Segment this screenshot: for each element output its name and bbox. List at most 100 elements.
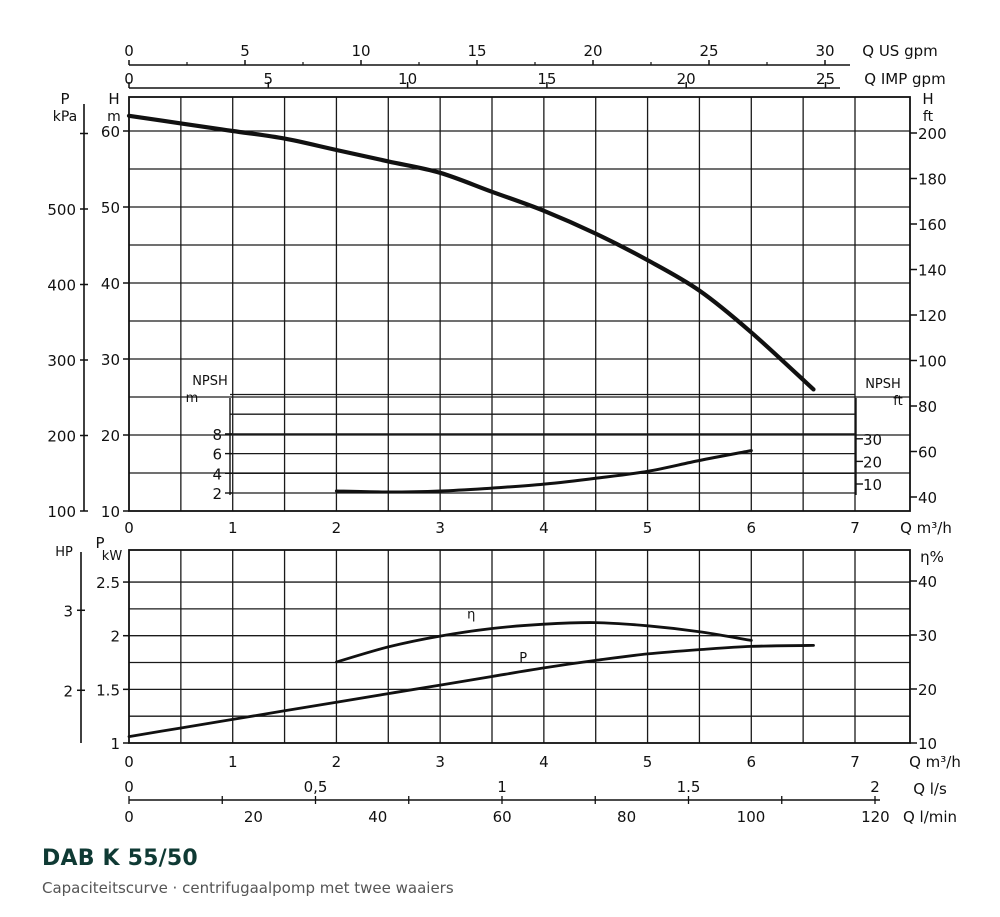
head-ft-axis-symbol: H (922, 90, 933, 108)
power-x-tick-label: 5 (643, 753, 653, 771)
hp-tick-label: 3 (63, 602, 73, 620)
chart-caption-title: DAB K 55/50 (42, 846, 198, 871)
eta-tick-label: 40 (918, 573, 937, 591)
ls-tick-label: 0,5 (304, 778, 328, 796)
power-x-tick-label: 7 (850, 753, 860, 771)
lmin-tick-label: 80 (617, 808, 636, 826)
imp-gpm-tick-label: 10 (398, 70, 417, 88)
imp-gpm-tick-label: 15 (537, 70, 556, 88)
lmin-axis-label: Q l/min (903, 808, 957, 826)
head-x-tick-label: 7 (850, 519, 860, 537)
kw-tick-label: 1 (110, 735, 120, 753)
head-ft-tick-label: 200 (918, 125, 947, 143)
kw-axis-unit: kW (102, 549, 123, 564)
power-x-tick-label: 1 (228, 753, 238, 771)
head-ft-tick-label: 120 (918, 307, 947, 325)
head-x-tick-label: 4 (539, 519, 549, 537)
npsh-curve (334, 449, 753, 494)
power-x-tick-label: 2 (332, 753, 342, 771)
head-m-tick-label: 60 (101, 123, 120, 141)
lmin-tick-label: 20 (244, 808, 263, 826)
hp-axis-label: HP (55, 545, 73, 560)
ls-tick-label: 1 (497, 778, 507, 796)
kw-tick-label: 1.5 (96, 681, 120, 699)
head-m-tick-label: 30 (101, 351, 120, 369)
kw-tick-label: 2.5 (96, 574, 120, 592)
ls-axis-label: Q l/s (913, 780, 947, 798)
npsh-ft-axis-symbol: NPSH (865, 377, 901, 392)
npsh-ft-tick-label: 30 (863, 431, 882, 449)
imp-gpm-axis-label: Q IMP gpm (864, 70, 945, 88)
lmin-tick-label: 60 (493, 808, 512, 826)
head-x-tick-label: 5 (643, 519, 653, 537)
imp-gpm-tick-label: 20 (677, 70, 696, 88)
power-x-tick-label: 6 (747, 753, 757, 771)
labels-layer: ηP (467, 607, 527, 666)
us-gpm-tick-label: 10 (351, 42, 370, 60)
head-panel-frame (128, 96, 911, 512)
us-gpm-tick-label: 30 (815, 42, 834, 60)
imp-gpm-tick-label: 25 (816, 70, 835, 88)
kpa-axis-unit: kPa (53, 109, 78, 125)
npsh-m-tick-label: 6 (212, 446, 222, 464)
head-m-tick-label: 50 (101, 199, 120, 217)
efficiency-curve (335, 621, 753, 664)
head-x-tick-label: 1 (228, 519, 238, 537)
us-gpm-tick-label: 15 (467, 42, 486, 60)
eta-tick-label: 20 (918, 681, 937, 699)
npsh-m-axis-symbol: NPSH (192, 374, 228, 389)
kpa-tick-label: 100 (47, 503, 76, 521)
lmin-tick-label: 120 (861, 808, 890, 826)
npsh-ft-axis-unit: ft (893, 394, 902, 409)
head-x-tick-label: 3 (435, 519, 445, 537)
ls-tick-label: 2 (870, 778, 880, 796)
head-m-axis-symbol: H (108, 90, 119, 108)
curves-layer (126, 113, 816, 738)
imp-gpm-tick-label: 5 (264, 70, 274, 88)
power-x-axis-label: Q m³/h (909, 753, 961, 771)
hp-tick-label: 2 (63, 682, 73, 700)
head-m-tick-label: 10 (101, 503, 120, 521)
ls-tick-label: 1.5 (677, 778, 701, 796)
power-series-label: P (519, 651, 527, 666)
npsh-m-axis-unit: m (186, 391, 199, 406)
kpa-tick-label: 200 (47, 428, 76, 446)
head-ft-tick-label: 180 (918, 171, 947, 189)
npsh-ft-tick-label: 20 (863, 453, 882, 471)
lmin-tick-label: 0 (124, 808, 134, 826)
eta-tick-label: 30 (918, 627, 937, 645)
head-ft-tick-label: 60 (918, 444, 937, 462)
head-ft-axis-unit: ft (923, 109, 934, 125)
head-ft-tick-label: 160 (918, 216, 947, 234)
us-gpm-axis-label: Q US gpm (862, 42, 938, 60)
npsh-m-tick-label: 4 (212, 465, 222, 483)
kw-axis-symbol: P (95, 534, 104, 552)
us-gpm-tick-label: 0 (124, 42, 134, 60)
power-x-tick-label: 0 (124, 753, 134, 771)
kpa-tick-label: 400 (47, 277, 76, 295)
head-ft-tick-label: 80 (918, 398, 937, 416)
head-ft-tick-label: 100 (918, 353, 947, 371)
power-curve (127, 644, 815, 738)
us-gpm-tick-label: 20 (583, 42, 602, 60)
us-gpm-tick-label: 5 (240, 42, 250, 60)
head-curve (126, 113, 816, 392)
power-panel-frame (128, 549, 911, 744)
grid-layer (129, 97, 910, 743)
head-ft-tick-label: 40 (918, 489, 937, 507)
power-x-tick-label: 3 (435, 753, 445, 771)
frame-layer (128, 96, 911, 744)
head-x-axis-label: Q m³/h (900, 519, 952, 537)
eta-tick-label: 10 (918, 735, 937, 753)
head-x-tick-label: 2 (332, 519, 342, 537)
npsh-m-tick-label: 2 (212, 485, 222, 503)
eta-axis-label: η% (920, 548, 944, 566)
kpa-axis-symbol: P (60, 90, 69, 108)
kpa-tick-label: 500 (47, 201, 76, 219)
power-x-tick-label: 4 (539, 753, 549, 771)
npsh-ft-tick-label: 10 (863, 476, 882, 494)
head-m-tick-label: 40 (101, 275, 120, 293)
head-m-tick-label: 20 (101, 427, 120, 445)
